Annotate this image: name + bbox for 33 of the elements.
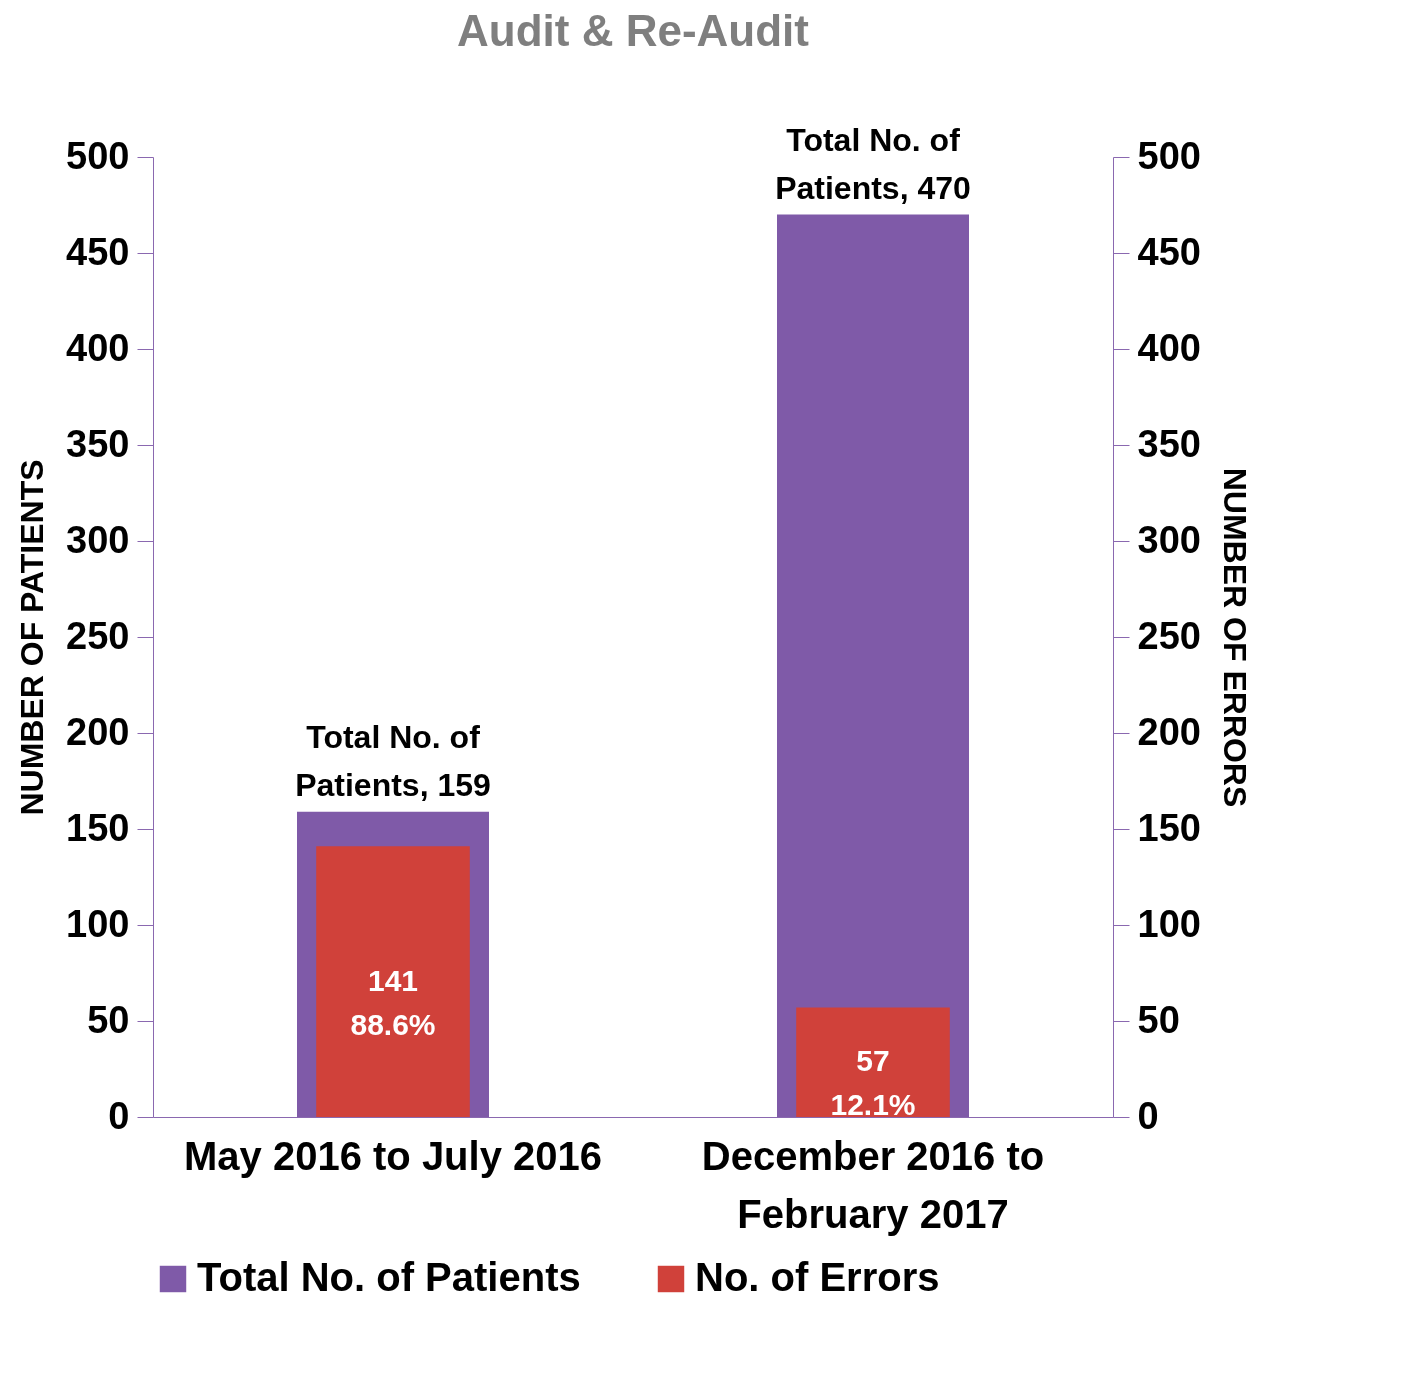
x-tick-label: December 2016 to February 2017 [701, 1133, 1045, 1236]
y2-tick-label: 400 [1137, 326, 1201, 369]
y2-tick-label: 350 [1137, 422, 1201, 465]
y2-tick-label: 100 [1137, 902, 1201, 945]
x-tick-label: May 2016 to July 2016 [183, 1133, 603, 1178]
y2-tick-label: 300 [1137, 518, 1201, 561]
y-tick-label: 250 [66, 614, 130, 657]
y-tick-label: 50 [87, 998, 130, 1041]
y2-tick-label: 50 [1137, 998, 1180, 1041]
y2-tick-label: 500 [1137, 134, 1201, 177]
chart-title: Audit & Re-Audit [457, 5, 810, 55]
legend-label: Total No. of Patients [197, 1255, 581, 1299]
y-tick-label: 350 [66, 422, 130, 465]
y-tick-label: 300 [66, 518, 130, 561]
y2-axis-title: NUMBER OF ERRORS [1216, 467, 1253, 808]
y-tick-label: 200 [66, 710, 130, 753]
y-tick-label: 500 [66, 134, 130, 177]
data-label: Total No. of Patients, 470 [775, 121, 971, 206]
y2-tick-label: 200 [1137, 710, 1201, 753]
y-tick-label: 0 [108, 1094, 130, 1137]
y-tick-label: 450 [66, 230, 130, 273]
data-label: 57 12.1% [830, 1044, 916, 1122]
data-label: 141 88.6% [350, 963, 436, 1041]
y2-tick-label: 150 [1137, 806, 1201, 849]
y-tick-label: 400 [66, 326, 130, 369]
y-axis-title: NUMBER OF PATIENTS [14, 459, 51, 816]
y-tick-label: 100 [66, 902, 130, 945]
y2-tick-label: 0 [1137, 1094, 1159, 1137]
legend-label: No. of Errors [695, 1255, 940, 1299]
data-label: Total No. of Patients, 159 [295, 718, 491, 803]
y2-tick-label: 250 [1137, 614, 1201, 657]
y-tick-label: 150 [66, 806, 130, 849]
y2-tick-label: 450 [1137, 230, 1201, 273]
